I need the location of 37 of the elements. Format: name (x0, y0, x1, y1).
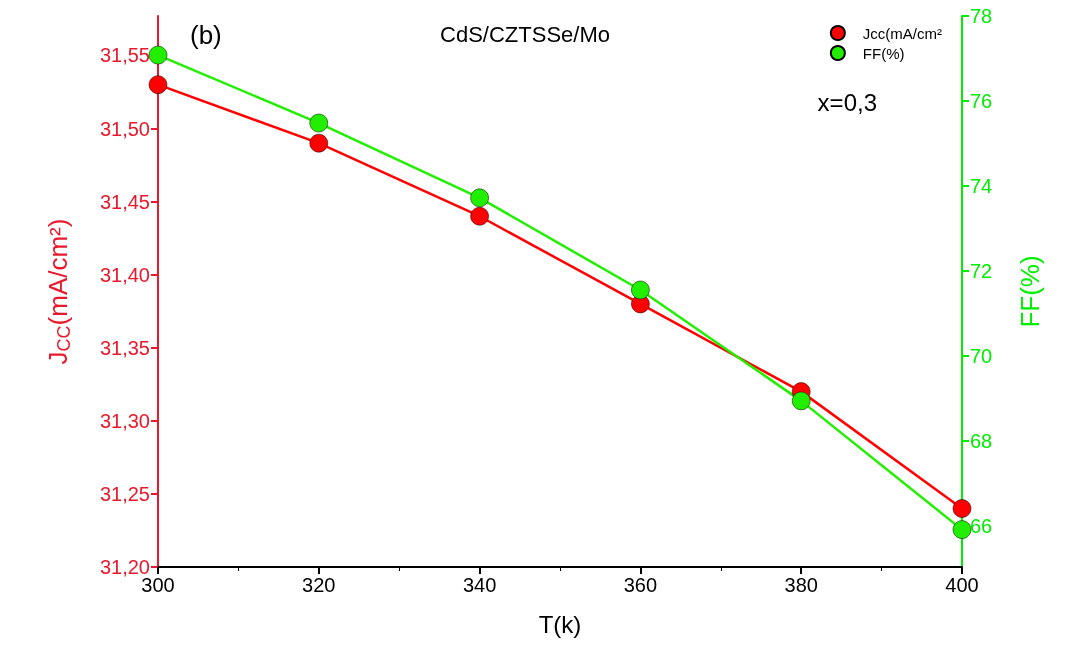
y-tick-label: 31,50 (99, 117, 150, 140)
y2-axis-title: FF(%) (1015, 255, 1045, 328)
point (952, 520, 972, 539)
annotation: x=0,3 (817, 88, 878, 116)
point (309, 133, 329, 153)
chart-title: CdS/CZTSSe/Mo (440, 21, 610, 47)
x-tick-label: 340 (462, 574, 497, 596)
y2-tick-label: 76 (970, 89, 993, 112)
y-tick-label: 31,45 (99, 190, 150, 213)
y2-tick-label: 72 (970, 259, 993, 282)
point (309, 113, 329, 133)
annotation: (b) (190, 20, 222, 50)
point (148, 75, 168, 94)
y2-tick-label: 66 (970, 514, 993, 537)
y-axis-title: JCC(mA/cm²) (43, 218, 74, 365)
point (631, 280, 650, 300)
point (148, 45, 168, 65)
y2-tick-label: 70 (970, 344, 993, 367)
point (470, 188, 489, 208)
y-tick-label: 31,40 (99, 263, 150, 286)
point (791, 391, 811, 411)
legend-label: Jcc(mA/cm² (862, 24, 942, 42)
point (470, 206, 489, 226)
x-tick-label: 380 (784, 574, 818, 596)
legend-label: FF(%) (862, 44, 905, 62)
point (952, 499, 972, 518)
y-tick-label: 31,35 (99, 336, 150, 359)
y2-tick-label: 68 (970, 429, 993, 452)
y2-tick-label: 74 (970, 174, 993, 197)
y-tick-label: 31,30 (99, 409, 150, 432)
y-tick-label: 31,55 (99, 44, 150, 67)
x-tick-label: 400 (945, 574, 979, 596)
x-axis-title: T(k) (538, 610, 582, 638)
x-tick-label: 360 (623, 574, 658, 596)
y-tick-label: 31,25 (99, 482, 150, 505)
x-tick-label: 320 (302, 574, 336, 596)
y2-tick-label: 78 (970, 5, 993, 27)
